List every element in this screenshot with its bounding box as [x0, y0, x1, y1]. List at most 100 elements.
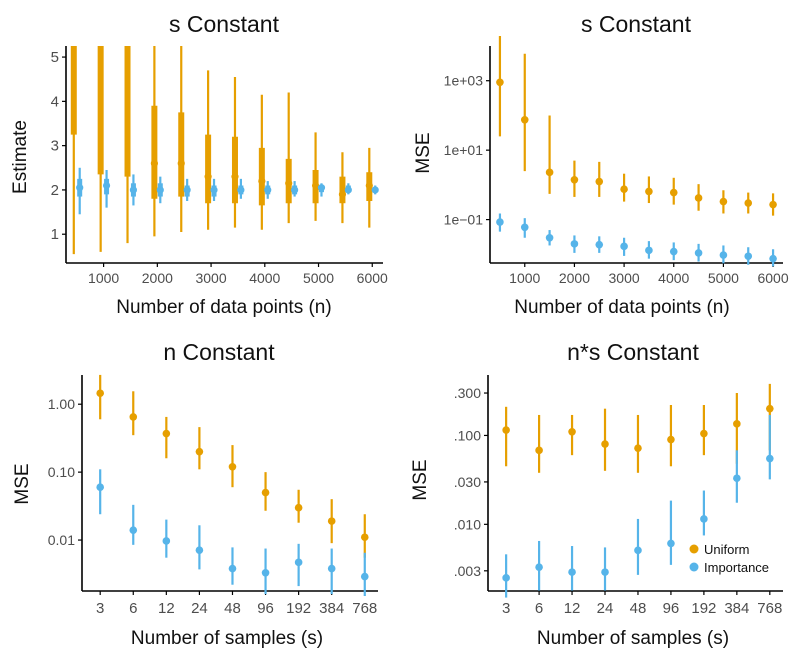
importance-point	[645, 247, 653, 255]
importance-point	[237, 186, 244, 193]
x-tick-label: 5000	[708, 270, 739, 286]
panel-n-constant-mse: n Constant Number of samples (s) MSE 1.0…	[12, 339, 378, 649]
importance-point	[700, 515, 708, 523]
y-tick-label: 0.01	[48, 532, 75, 548]
x-axis-label: Number of samples (s)	[131, 628, 323, 649]
importance-point	[535, 563, 543, 571]
importance-point	[196, 546, 204, 554]
x-axis-label: Number of data points (n)	[116, 297, 331, 318]
importance-point	[264, 186, 271, 193]
x-tick-label: 192	[286, 600, 311, 617]
importance-point	[496, 218, 504, 226]
x-tick-label: 3	[96, 600, 104, 617]
x-axis-label: Number of data points (n)	[514, 297, 729, 318]
y-tick-label: .030	[454, 474, 481, 490]
uniform-point	[366, 182, 373, 189]
uniform-point	[720, 198, 728, 206]
uniform-point	[231, 173, 238, 180]
uniform-point	[339, 191, 346, 198]
uniform-point	[521, 116, 529, 124]
y-tick-label: 4	[51, 93, 59, 110]
x-tick-label: 5000	[303, 270, 334, 286]
legend-label-importance: Importance	[704, 560, 769, 575]
x-tick-label: 6	[129, 600, 137, 617]
importance-point	[184, 186, 191, 193]
uniform-point	[733, 420, 741, 428]
x-tick-label: 3000	[195, 270, 226, 286]
x-tick-label: 96	[257, 600, 274, 617]
uniform-point	[634, 444, 642, 452]
x-tick-label: 12	[564, 600, 581, 617]
panel-title: n*s Constant	[567, 339, 699, 365]
uniform-point	[568, 428, 576, 436]
importance-point	[769, 255, 777, 263]
legend-label-uniform: Uniform	[704, 542, 750, 557]
y-tick-label: .300	[454, 385, 481, 401]
y-tick-label: .100	[454, 427, 481, 443]
importance-point	[345, 186, 352, 193]
importance-point	[695, 249, 703, 257]
x-tick-label: 48	[630, 600, 647, 617]
x-tick-label: 2000	[142, 270, 173, 286]
uniform-point	[571, 176, 579, 184]
uniform-point	[595, 178, 603, 186]
x-tick-label: 768	[352, 600, 377, 617]
panel-s-constant-estimate: s Constant Number of data points (n) Est…	[10, 11, 388, 318]
importance-point	[733, 474, 741, 482]
importance-point	[502, 574, 510, 582]
uniform-point	[178, 160, 185, 167]
uniform-point	[502, 426, 510, 434]
x-tick-label: 12	[158, 600, 175, 617]
uniform-point	[295, 504, 303, 512]
importance-point	[129, 526, 137, 534]
importance-point	[130, 186, 137, 193]
uniform-point	[769, 201, 777, 209]
uniform-point	[129, 413, 137, 421]
x-tick-label: 48	[224, 600, 241, 617]
panel-title: s Constant	[169, 11, 280, 37]
uniform-point	[744, 199, 752, 207]
importance-point	[571, 240, 579, 248]
uniform-point	[328, 517, 336, 525]
legend-marker-uniform	[690, 545, 699, 554]
y-tick-label: 3	[51, 138, 59, 155]
x-tick-label: 1000	[509, 270, 540, 286]
uniform-point	[695, 194, 703, 202]
x-tick-label: 6000	[757, 270, 788, 286]
uniform-point	[670, 189, 678, 197]
y-axis-label: MSE	[413, 132, 434, 173]
importance-point	[96, 483, 104, 491]
importance-point	[163, 537, 171, 545]
uniform-point	[667, 436, 675, 444]
panel-s-constant-mse: s Constant Number of data points (n) MSE…	[413, 11, 789, 318]
x-tick-label: 24	[597, 600, 614, 617]
importance-point	[318, 184, 325, 191]
uniform-point	[163, 430, 171, 438]
x-axis-label: Number of samples (s)	[537, 628, 729, 649]
x-tick-label: 24	[191, 600, 208, 617]
importance-point	[620, 243, 628, 251]
y-tick-label: 1e+01	[444, 142, 484, 158]
uniform-point	[700, 430, 708, 438]
x-tick-label: 4000	[658, 270, 689, 286]
importance-point	[766, 455, 774, 463]
uniform-point	[361, 533, 369, 541]
importance-point	[372, 186, 379, 193]
importance-point	[667, 540, 675, 548]
importance-point	[546, 234, 554, 242]
uniform-point	[151, 160, 158, 167]
uniform-point	[258, 177, 265, 184]
importance-point	[229, 565, 237, 573]
x-tick-label: 6	[535, 600, 543, 617]
x-tick-label: 384	[724, 600, 749, 617]
y-axis-label: MSE	[12, 463, 33, 504]
importance-point	[361, 573, 369, 581]
y-tick-label: 1e+03	[444, 73, 484, 89]
uniform-point	[546, 169, 554, 177]
x-tick-label: 384	[319, 600, 344, 617]
y-tick-label: .003	[454, 563, 481, 579]
panel-ns-constant-mse: n*s Constant Number of samples (s) MSE .…	[410, 339, 783, 649]
y-tick-label: 1.00	[48, 396, 75, 412]
legend-marker-importance	[690, 563, 699, 572]
uniform-point	[535, 447, 543, 455]
